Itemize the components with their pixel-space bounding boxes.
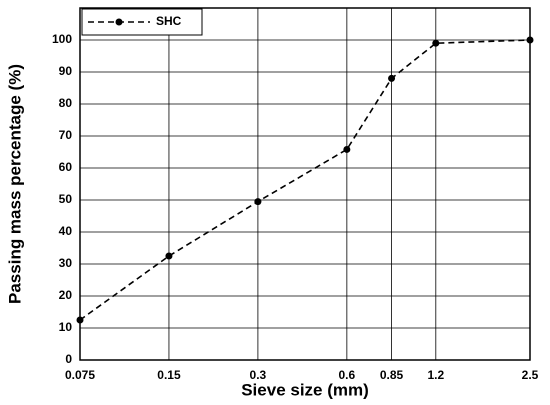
- data-point: [254, 198, 262, 206]
- legend-marker: [115, 18, 123, 26]
- y-tick-label: 40: [59, 224, 73, 238]
- x-tick-label: 0.15: [157, 368, 181, 382]
- x-tick-label: 0.6: [339, 368, 356, 382]
- data-point: [76, 316, 84, 324]
- y-tick-label: 70: [59, 128, 73, 142]
- x-tick-label: 1.2: [427, 368, 444, 382]
- x-tick-label: 0.85: [380, 368, 404, 382]
- x-tick-label: 0.3: [250, 368, 267, 382]
- x-tick-label: 2.5: [522, 368, 539, 382]
- data-point: [165, 252, 173, 260]
- data-line: [79, 39, 531, 321]
- y-tick-label: 80: [59, 96, 73, 110]
- x-tick-label: 0.075: [65, 368, 95, 382]
- y-tick-label: 10: [59, 320, 73, 334]
- data-point: [432, 39, 440, 47]
- y-tick-label: 100: [52, 32, 72, 46]
- x-axis-label: Sieve size (mm): [241, 380, 369, 399]
- data-point: [388, 74, 396, 82]
- y-tick-label: 90: [59, 64, 73, 78]
- y-axis-label: Passing mass percentage (%): [5, 64, 24, 304]
- legend-label: SHC: [156, 14, 182, 28]
- y-tick-label: 50: [59, 192, 73, 206]
- y-tick-label: 60: [59, 160, 73, 174]
- y-tick-label: 20: [59, 288, 73, 302]
- y-tick-label: 0: [65, 352, 72, 366]
- data-point: [526, 36, 534, 44]
- plot-frame: [79, 7, 531, 361]
- y-tick-label: 30: [59, 256, 73, 270]
- data-point: [343, 145, 351, 153]
